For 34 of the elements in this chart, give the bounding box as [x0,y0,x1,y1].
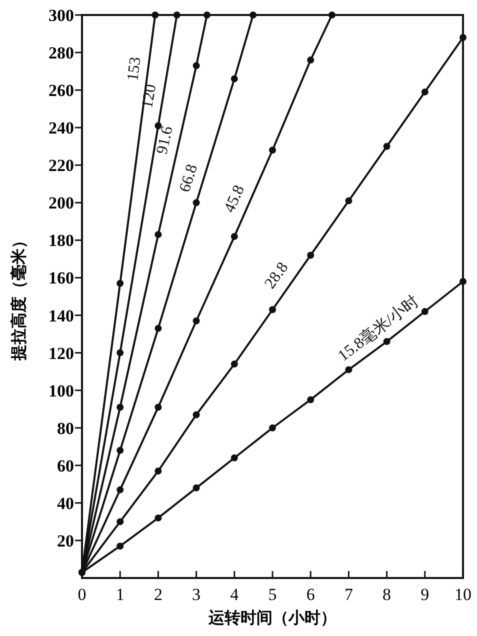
x-tick-label: 4 [230,585,240,604]
text: 15.8毫米/小时 [334,292,422,365]
y-tick-label: 260 [48,81,74,100]
x-tick-label: 3 [192,585,201,604]
x-axis-title: 运转时间（小时） [208,608,336,627]
x-tick-label: 7 [344,585,354,604]
x-tick-label: 6 [306,585,315,604]
y-tick-label: 240 [48,118,74,138]
y-tick-label: 140 [48,306,74,326]
y-tick-label: 180 [48,231,74,250]
x-tick-label: 8 [382,585,392,604]
text: 153 [124,56,144,82]
x-tick-label: 2 [154,585,162,604]
text: 66.8 [176,162,202,194]
y-tick-label: 20 [57,531,74,550]
y-tick-label: 200 [48,194,74,213]
y-tick-label: 300 [48,6,74,25]
x-tick-label: 5 [268,585,277,604]
x-tick-label: 0 [78,585,86,604]
text: 28.8 [262,259,292,292]
y-tick-label: 220 [48,156,74,176]
y-tick-label: 100 [48,381,74,400]
y-tick-label: 80 [57,418,74,438]
x-tick-label: 1 [116,585,124,604]
y-tick-label: 280 [48,44,74,63]
y-tick-label: 160 [48,268,74,288]
text: 45.8 [221,182,248,216]
x-tick-label: 9 [420,585,430,604]
y-axis-title: 提拉高度（毫米） [9,232,28,362]
y-tick-label: 40 [57,494,74,513]
text: 91.6 [154,124,176,156]
y-tick-label: 60 [57,456,74,476]
y-tick-label: 120 [48,344,74,363]
x-tick-label: 10 [454,585,472,604]
